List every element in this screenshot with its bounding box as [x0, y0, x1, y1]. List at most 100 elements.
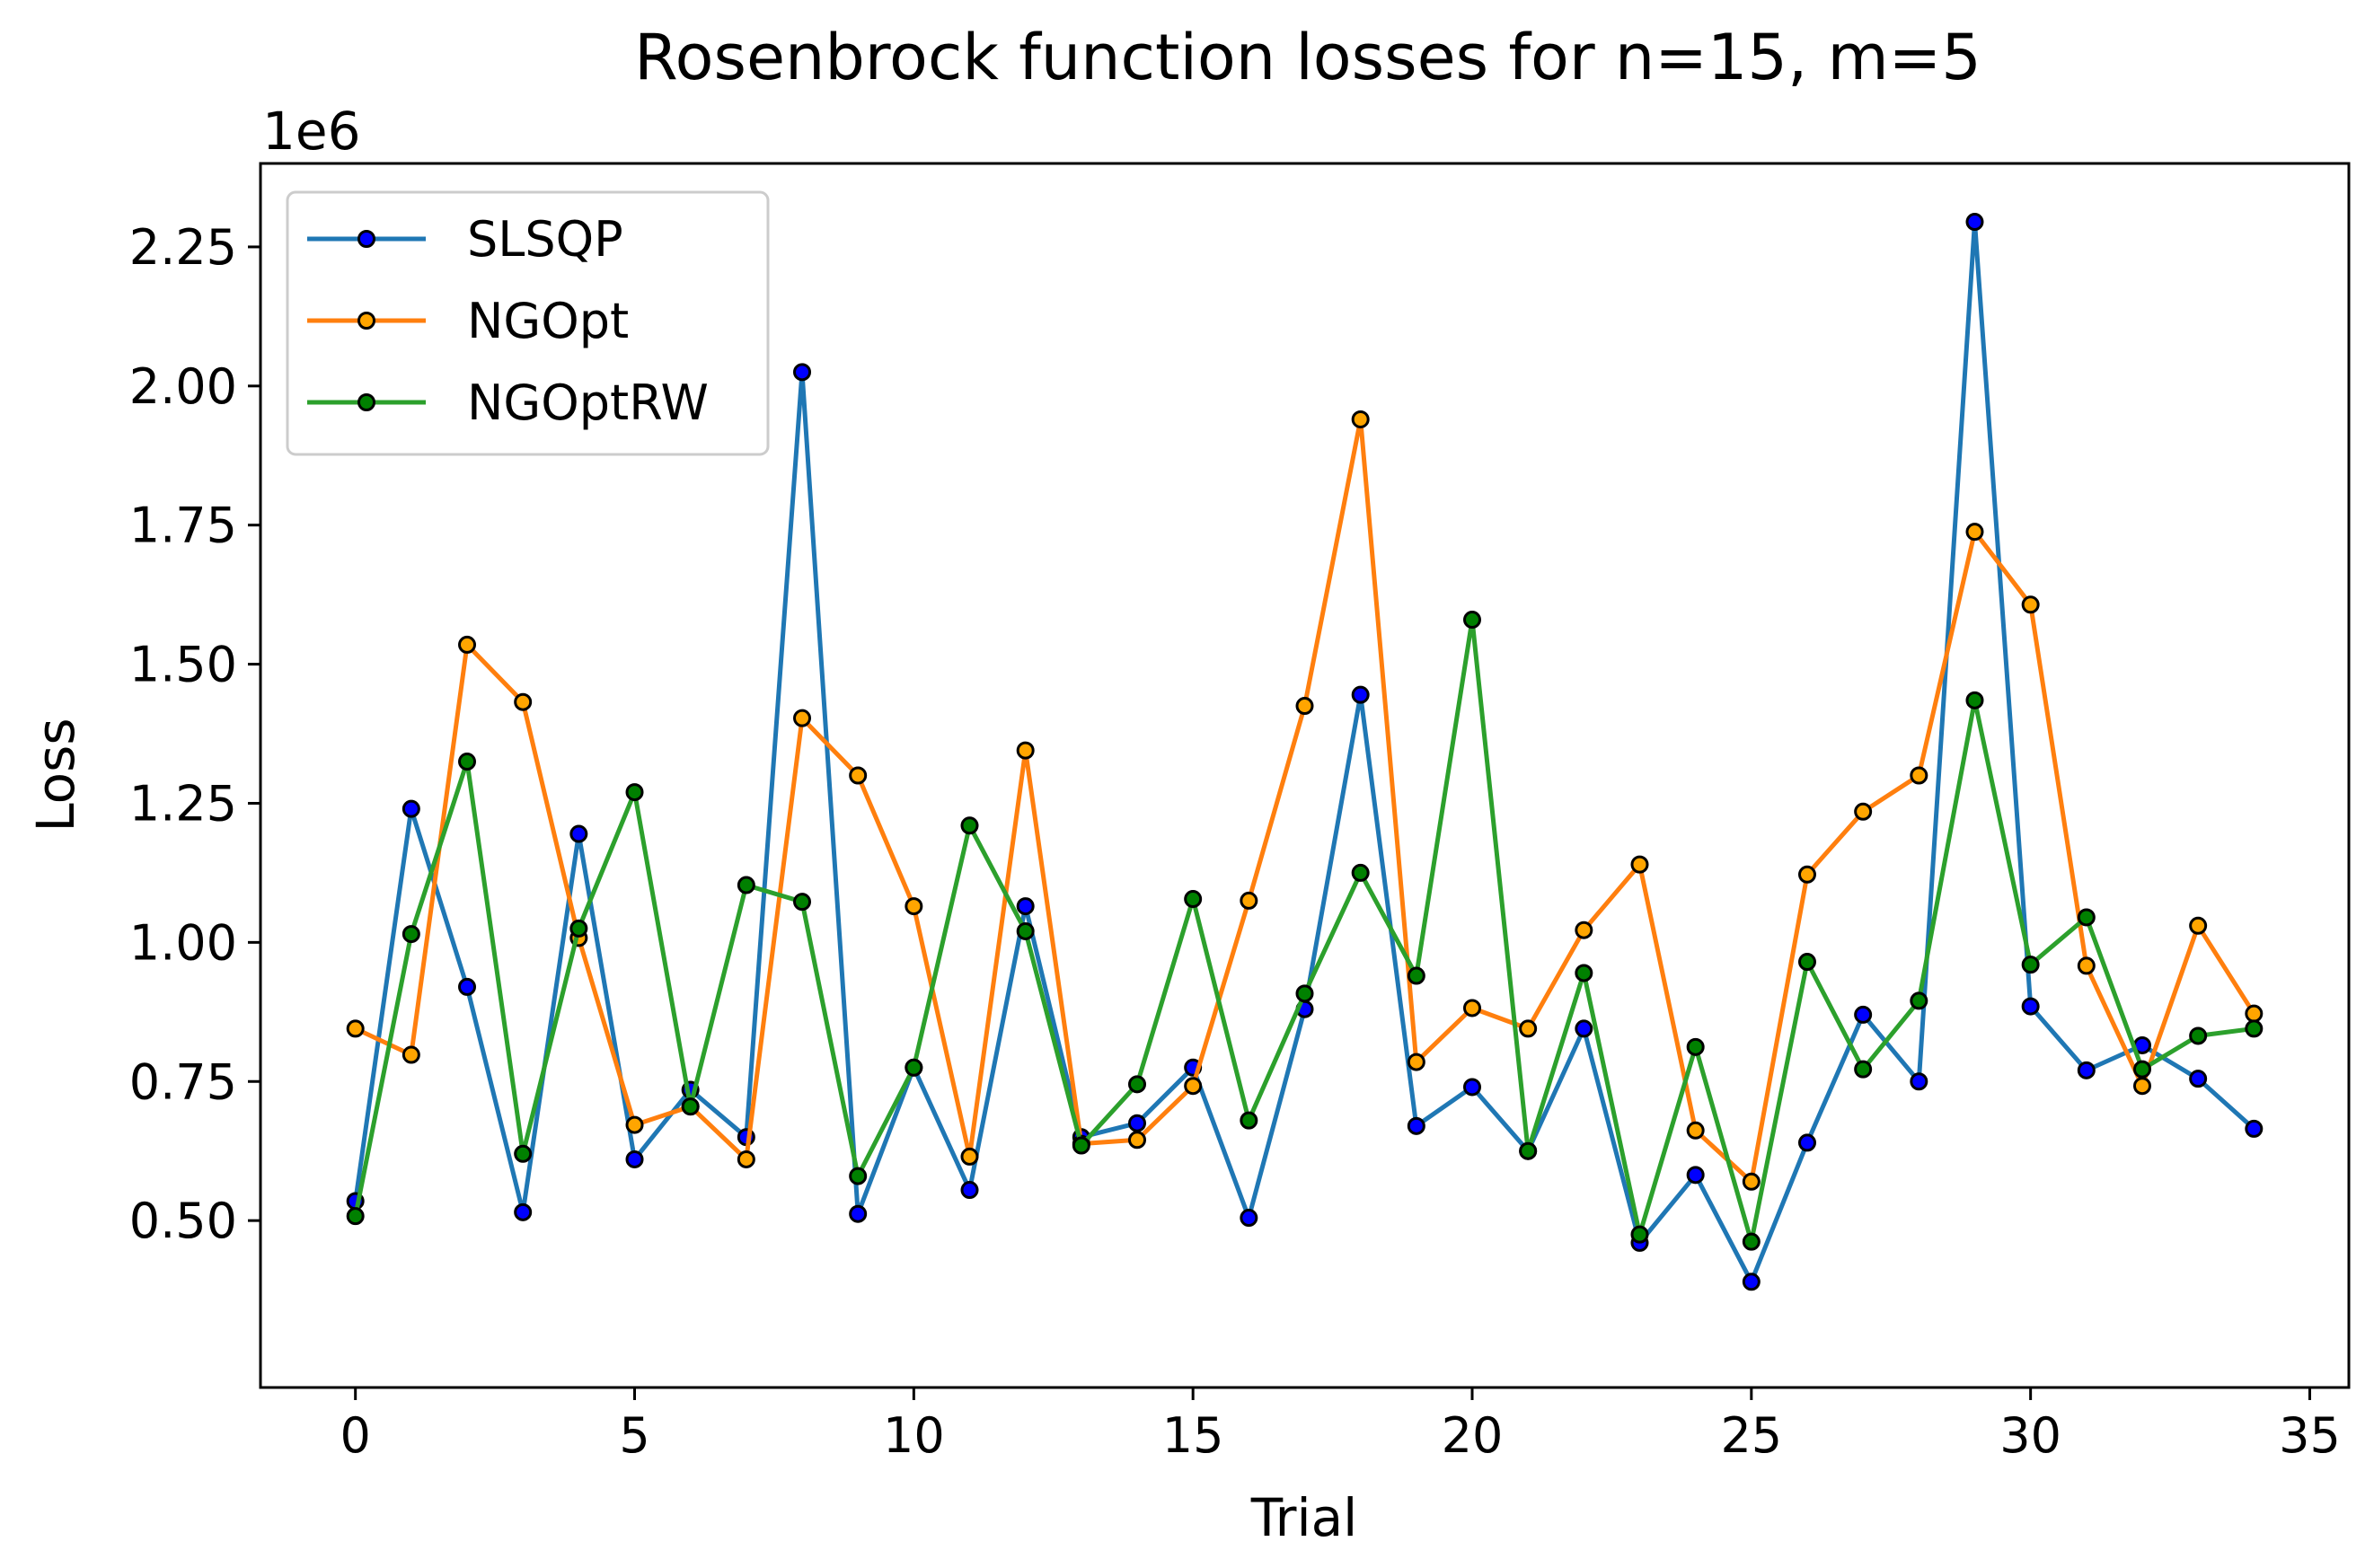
data-point-slsqp [1462, 1078, 1481, 1097]
data-point-slsqp [2021, 997, 2040, 1016]
data-point-ngoptrw [1630, 1225, 1649, 1244]
data-point-ngopt [905, 897, 923, 916]
x-tick-label: 15 [1162, 1407, 1224, 1464]
y-axis: 0.50 0.75 1.00 1.25 1.50 1.75 2.00 2.25 [129, 219, 260, 1249]
data-point-ngopt [458, 635, 477, 654]
y-axis-label: Loss [25, 718, 86, 832]
data-point-ngoptrw [1519, 1141, 1538, 1160]
y-tick-label: 2.25 [129, 219, 237, 276]
x-tick-label: 30 [1999, 1407, 2061, 1464]
data-point-ngopt [1742, 1172, 1761, 1191]
data-point-slsqp [1854, 1005, 1873, 1024]
data-point-ngopt [625, 1115, 644, 1134]
data-point-slsqp [1351, 685, 1370, 704]
legend-label-ngopt: NGOpt [467, 293, 629, 349]
data-point-ngoptrw [1407, 966, 1425, 985]
data-point-ngoptrw [1016, 921, 1035, 940]
data-point-ngopt [1854, 802, 1873, 821]
data-point-ngoptrw [1351, 863, 1370, 882]
data-point-slsqp [2077, 1061, 2096, 1079]
data-point-ngopt [1910, 766, 1928, 785]
data-point-ngopt [793, 709, 812, 727]
data-point-ngoptrw [960, 816, 979, 835]
chart-title: Rosenbrock function losses for n=15, m=5 [634, 21, 1981, 94]
data-point-ngopt [1295, 697, 1314, 716]
x-tick-label: 0 [340, 1407, 371, 1464]
data-point-slsqp [849, 1204, 868, 1223]
data-point-slsqp [1016, 897, 1035, 916]
data-point-ngoptrw [1854, 1060, 1873, 1079]
data-point-ngoptrw [1128, 1075, 1147, 1094]
data-point-ngopt [960, 1147, 979, 1166]
data-point-slsqp [2245, 1119, 2264, 1138]
legend-entry-ngopt: NGOpt [307, 293, 629, 349]
data-point-ngoptrw [1575, 964, 1593, 982]
x-tick-label: 5 [619, 1407, 649, 1464]
data-point-ngopt [1519, 1019, 1538, 1038]
data-point-ngopt [1575, 921, 1593, 939]
data-point-ngoptrw [2245, 1019, 2264, 1038]
data-point-slsqp [1240, 1209, 1258, 1228]
data-point-ngopt [1240, 891, 1258, 910]
data-point-ngoptrw [2189, 1026, 2208, 1045]
data-point-ngopt [1351, 410, 1370, 428]
data-point-slsqp [1965, 213, 1984, 232]
data-point-ngoptrw [514, 1144, 533, 1163]
data-point-ngoptrw [346, 1207, 365, 1226]
legend-marker-ngoptrw [357, 393, 375, 411]
data-point-ngopt [2245, 1004, 2264, 1023]
data-point-ngoptrw [625, 783, 644, 802]
data-point-ngoptrw [793, 893, 812, 912]
data-point-slsqp [1686, 1166, 1705, 1185]
data-point-ngoptrw [681, 1097, 700, 1116]
data-point-slsqp [625, 1150, 644, 1168]
data-point-ngopt [402, 1045, 420, 1064]
data-point-ngopt [1016, 741, 1035, 760]
data-point-ngopt [2021, 595, 2040, 614]
data-point-ngoptrw [458, 753, 477, 771]
legend-label-slsqp: SLSQP [467, 211, 623, 268]
data-point-ngoptrw [1240, 1111, 1258, 1130]
data-point-ngoptrw [1072, 1136, 1090, 1155]
data-point-ngopt [1797, 865, 1816, 884]
data-point-slsqp [960, 1181, 979, 1200]
data-point-slsqp [1128, 1114, 1147, 1132]
legend-box [286, 190, 770, 456]
legend-marker-ngopt [357, 312, 375, 330]
y-offset-label: 1e6 [262, 101, 361, 162]
data-point-ngoptrw [402, 925, 420, 944]
series-ngoptrw [346, 611, 2264, 1251]
legend-marker-slsqp [357, 230, 375, 248]
data-point-slsqp [1742, 1273, 1761, 1291]
series-ngopt [346, 410, 2264, 1191]
x-tick-label: 10 [883, 1407, 945, 1464]
x-axis-label: Trial [1250, 1487, 1358, 1548]
data-point-ngopt [1407, 1053, 1425, 1071]
x-tick-label: 35 [2279, 1407, 2341, 1464]
data-point-ngoptrw [1797, 953, 1816, 972]
data-point-ngoptrw [905, 1058, 923, 1077]
data-point-ngoptrw [1965, 691, 1984, 709]
data-point-ngopt [514, 692, 533, 711]
data-point-ngoptrw [2077, 908, 2096, 927]
data-point-ngopt [346, 1019, 365, 1038]
x-axis: 0 5 10 15 20 25 30 35 [340, 1387, 2341, 1464]
data-point-ngopt [1965, 523, 1984, 542]
data-point-ngoptrw [737, 876, 755, 894]
data-point-ngoptrw [2132, 1060, 2151, 1079]
data-point-slsqp [1575, 1019, 1593, 1038]
data-point-slsqp [1407, 1116, 1425, 1135]
legend: SLSQP NGOpt NGOptRW [286, 190, 770, 456]
data-point-ngopt [2132, 1077, 2151, 1096]
series-layer [346, 213, 2264, 1291]
data-point-ngoptrw [569, 919, 588, 938]
data-point-ngopt [1630, 855, 1649, 874]
data-point-ngoptrw [1462, 611, 1481, 630]
x-tick-label: 25 [1720, 1407, 1782, 1464]
data-point-slsqp [793, 363, 812, 382]
data-point-slsqp [1797, 1133, 1816, 1152]
data-point-ngoptrw [1910, 991, 1928, 1010]
data-point-ngoptrw [1295, 984, 1314, 1003]
y-tick-label: 1.00 [129, 914, 237, 971]
